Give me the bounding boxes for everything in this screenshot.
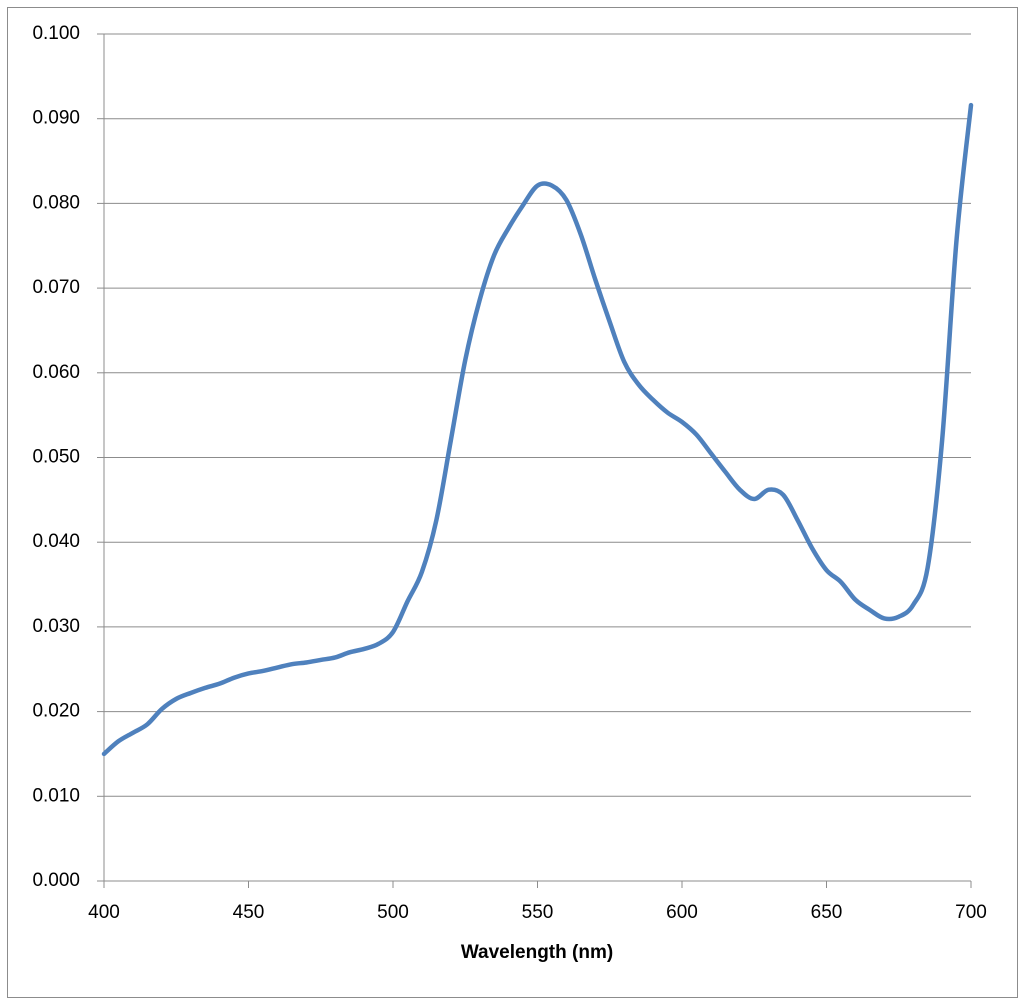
x-tick-label: 650 [811, 902, 843, 923]
y-tick-label: 0.100 [32, 23, 80, 44]
y-tick-label: 0.070 [32, 277, 80, 298]
x-tick-label: 550 [522, 902, 554, 923]
data-line [101, 102, 974, 757]
x-tick-label: 600 [666, 902, 698, 923]
x-axis-title: Wavelength (nm) [461, 942, 613, 963]
x-tick-label: 450 [233, 902, 265, 923]
y-tick-label: 0.010 [32, 785, 80, 806]
x-tick-label: 700 [955, 902, 987, 923]
y-tick-label: 0.020 [32, 701, 80, 722]
y-tick-label: 0.050 [32, 447, 80, 468]
y-tick-label: 0.080 [32, 192, 80, 213]
y-tick-label: 0.030 [32, 616, 80, 637]
y-tick-label: 0.060 [32, 362, 80, 383]
x-tick-label: 400 [88, 902, 120, 923]
y-tick-label: 0.090 [32, 108, 80, 129]
y-tick-label: 0.000 [32, 870, 80, 891]
x-tick-label: 500 [377, 902, 409, 923]
chart-border [7, 7, 1018, 998]
y-tick-label: 0.040 [32, 531, 80, 552]
